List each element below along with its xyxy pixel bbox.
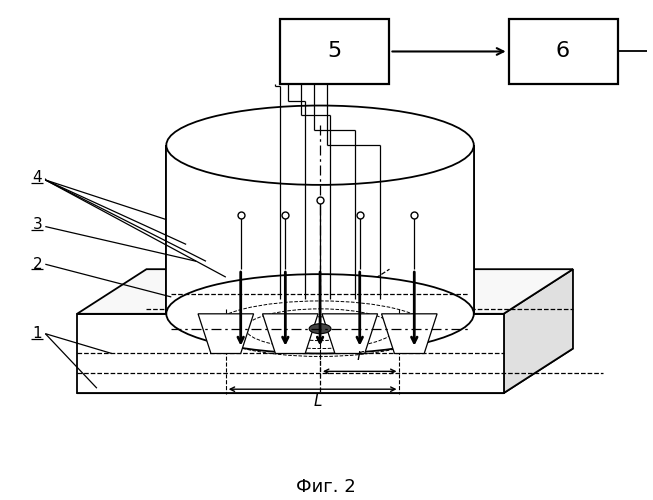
Text: 2: 2 — [33, 256, 42, 272]
Text: L: L — [313, 394, 322, 409]
Polygon shape — [263, 314, 318, 354]
Ellipse shape — [167, 274, 474, 353]
Bar — [280, 19, 389, 84]
Text: 5: 5 — [328, 42, 342, 62]
Text: 6: 6 — [556, 42, 570, 62]
Text: 4: 4 — [33, 170, 42, 186]
Text: Фиг. 2: Фиг. 2 — [296, 478, 356, 496]
Text: r: r — [357, 348, 363, 364]
Polygon shape — [77, 348, 573, 393]
Polygon shape — [198, 314, 253, 354]
Text: 3: 3 — [33, 217, 42, 232]
Text: 1: 1 — [33, 326, 42, 341]
Polygon shape — [77, 314, 503, 393]
Polygon shape — [381, 314, 437, 354]
Bar — [167, 145, 474, 314]
Polygon shape — [503, 269, 573, 393]
Ellipse shape — [309, 324, 331, 334]
Ellipse shape — [167, 106, 474, 185]
Polygon shape — [322, 314, 377, 354]
Polygon shape — [77, 269, 573, 314]
Bar — [509, 19, 618, 84]
